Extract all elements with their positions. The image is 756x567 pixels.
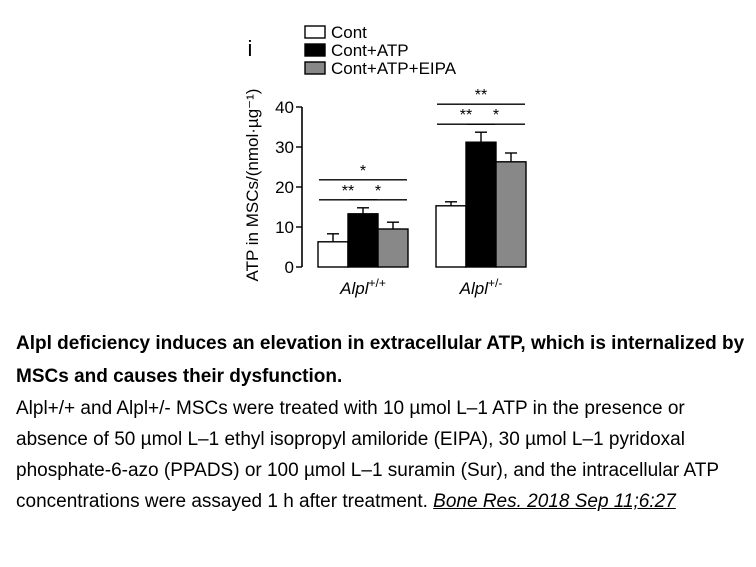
caption-body: Alpl+/+ and Alpl+/- MSCs were treated wi…	[16, 393, 746, 517]
x-category-label-0: Alpl+/+	[339, 276, 386, 298]
x-axis-labels: Alpl+/+ Alpl+/-	[339, 276, 502, 298]
x-category-base-0: Alpl	[339, 279, 370, 298]
significance-label-2: *	[375, 183, 381, 200]
x-category-label-1: Alpl+/-	[459, 276, 503, 298]
y-axis-label: ATP in MSCs/(nmol·µg⁻¹)	[243, 89, 262, 282]
significance-label-5: *	[493, 107, 499, 124]
caption-title: Alpl deficiency induces an elevation in …	[16, 333, 745, 387]
bar-0-1	[347, 213, 379, 268]
legend-label-0: Cont	[331, 23, 367, 42]
legend-swatch-2	[304, 61, 326, 75]
significance-brackets: *** ***** *	[319, 87, 525, 201]
legend-swatch-1	[304, 43, 326, 57]
legend-label-2: Cont+ATP+EIPA	[331, 59, 457, 78]
figure-caption: Alpl deficiency induces an elevation in …	[16, 327, 746, 517]
x-category-sup-0: +/+	[369, 276, 386, 290]
y-tick-label-3: 30	[275, 138, 294, 157]
citation-link[interactable]: Bone Res. 2018 Sep 11;6:27	[433, 491, 676, 512]
y-tick-label-1: 10	[275, 218, 294, 237]
significance-label-1: **	[342, 183, 354, 200]
x-category-base-1: Alpl	[459, 279, 490, 298]
significance-label-3: **	[475, 87, 487, 104]
bars	[317, 131, 527, 268]
y-tick-label-4: 40	[275, 98, 294, 117]
bar-0-2	[377, 228, 409, 268]
y-tick-label-2: 20	[275, 178, 294, 197]
panel-label: i	[248, 36, 253, 61]
bar-0-0	[317, 241, 349, 268]
y-tick-label-0: 0	[285, 258, 294, 277]
caption-body-text: Alpl+/+ and Alpl+/- MSCs were treated wi…	[16, 398, 719, 512]
legend-label-1: Cont+ATP	[331, 41, 409, 60]
bar-1-0	[435, 205, 467, 268]
x-category-sup-1: +/-	[488, 276, 502, 290]
bar-1-1	[465, 141, 497, 268]
legend-swatch-0	[304, 25, 326, 39]
significance-label-0: *	[360, 163, 366, 180]
bar-1-2	[495, 161, 527, 268]
y-axis: 0 10 20 30 40	[275, 98, 303, 277]
significance-label-4: **	[460, 107, 472, 124]
